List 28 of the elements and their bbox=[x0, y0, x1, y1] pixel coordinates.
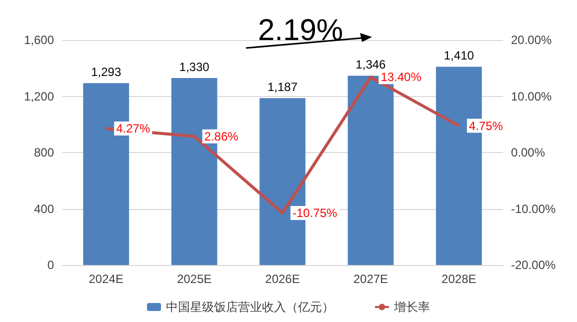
data-label: -10.75% bbox=[292, 206, 338, 220]
x-tick-label: 2027E bbox=[353, 272, 388, 286]
y2-tick-label: -10.00% bbox=[511, 202, 556, 216]
y2-tick-label: 20.00% bbox=[511, 33, 552, 47]
x-tick-label: 2026E bbox=[265, 272, 300, 286]
legend-label: 增长率 bbox=[393, 300, 430, 314]
annotation: 2.19% bbox=[258, 14, 344, 48]
y2-tick-label: 10.00% bbox=[511, 89, 552, 104]
data-label: 1,410 bbox=[444, 48, 474, 63]
x-tick-label: 2025E bbox=[176, 272, 212, 286]
y-tick-label: 0 bbox=[47, 258, 54, 272]
y2-tick-label: -20.00% bbox=[511, 258, 556, 272]
data-label: 1,346 bbox=[356, 58, 386, 72]
x-tick-label: 2024E bbox=[88, 272, 124, 286]
x-tick-label: 2028E bbox=[442, 272, 476, 286]
y-tick-label: 1,600 bbox=[24, 33, 54, 47]
data-label: 4.27% bbox=[116, 121, 150, 136]
y-tick-label: 1,200 bbox=[24, 89, 54, 104]
y2-tick-label: 0.00% bbox=[511, 146, 546, 160]
data-label: 13.40% bbox=[380, 70, 422, 84]
legend-label: 中国星级饭店营业收入（亿元） bbox=[166, 300, 334, 314]
y-tick-label: 800 bbox=[34, 146, 54, 160]
data-label: 1,330 bbox=[179, 60, 210, 74]
data-label: 2.86% bbox=[204, 129, 239, 144]
data-label: 4.75% bbox=[468, 118, 504, 133]
data-label: 1,187 bbox=[267, 80, 298, 94]
data-label: 1,293 bbox=[91, 65, 122, 80]
y-tick-label: 400 bbox=[34, 202, 54, 216]
